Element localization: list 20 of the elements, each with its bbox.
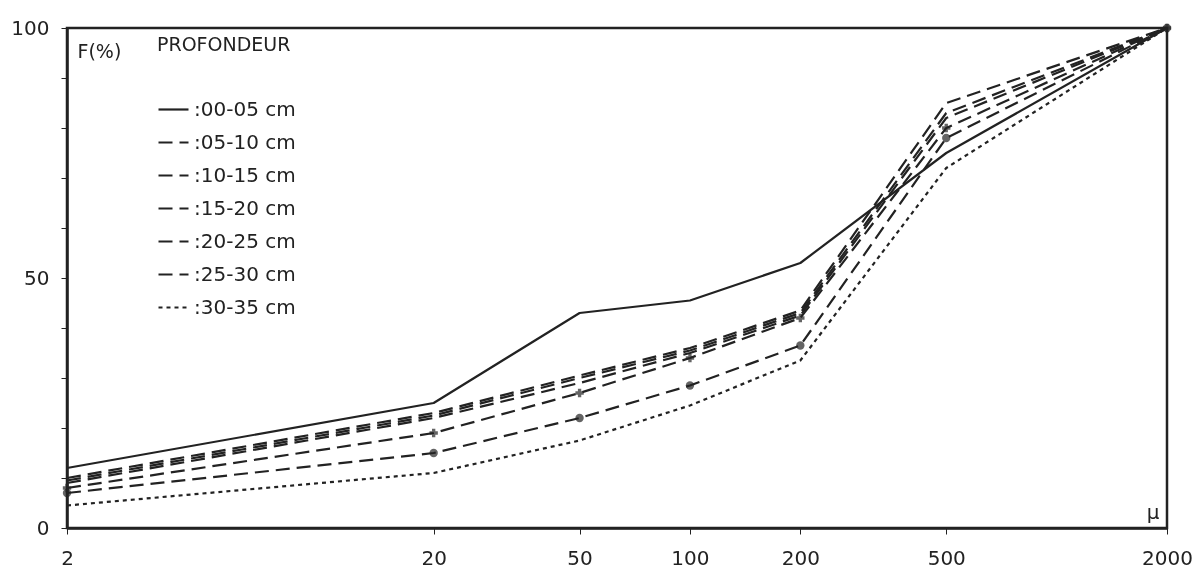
legend-label: :25-30 cm (194, 261, 296, 286)
legend-title: PROFONDEUR (157, 33, 291, 55)
x-tick-label: 2 (61, 545, 74, 570)
x-tick-label: 500 (927, 545, 966, 570)
legend-label: :00-05 cm (194, 96, 296, 121)
x-tick-label: 2000 (1142, 545, 1192, 570)
legend-label: :20-25 cm (194, 228, 296, 253)
y-tick-label: 100 (11, 15, 50, 40)
y-tick-label: 0 (36, 515, 50, 540)
legend-label: :10-15 cm (194, 162, 296, 187)
y-tick-label: 50 (24, 265, 50, 290)
legend-label: :05-10 cm (194, 129, 296, 154)
legend-label: :30-35 cm (194, 294, 296, 319)
x-tick-label: 200 (781, 545, 820, 570)
y-axis-title: F(%) (77, 39, 122, 62)
x-tick-label: 100 (671, 545, 710, 570)
x-tick-label: 20 (421, 545, 447, 570)
legend-label: :15-20 cm (194, 195, 296, 220)
x-axis-title: μ (1146, 499, 1160, 524)
x-tick-label: 50 (567, 545, 593, 570)
